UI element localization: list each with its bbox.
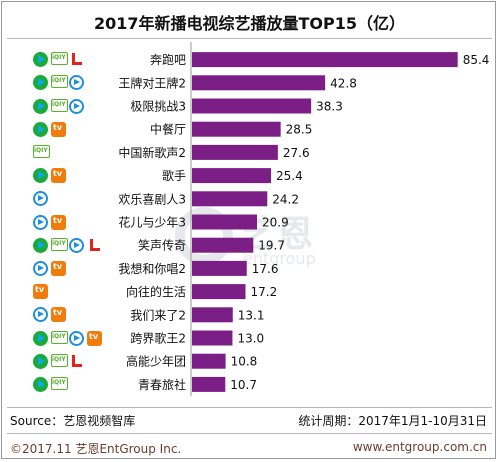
bar: [192, 98, 312, 114]
category-label: 中国新歌声2: [118, 145, 186, 160]
iqiyi-icon: [33, 144, 50, 158]
mango-icon: [51, 121, 66, 137]
bar: [192, 168, 272, 184]
bar-chart: 奔跑吧 85.4 王牌对王牌2 42.8 极限挑战3 38.3 中餐厅 28.5 中国新歌声2 2…: [118, 42, 490, 396]
value-label: 10.8: [231, 355, 258, 369]
bar: [192, 191, 268, 207]
tencent-icon: [33, 75, 48, 91]
bar: [192, 307, 233, 323]
value-label: 85.4: [463, 53, 490, 67]
youku-icon: [33, 191, 48, 207]
bar: [192, 330, 233, 346]
mango-icon: [51, 307, 66, 323]
value-label: 38.3: [316, 100, 343, 114]
category-label: 王牌对王牌2: [118, 76, 186, 90]
youku-icon: [33, 260, 48, 276]
category-label: 青春旅社: [138, 377, 186, 392]
period-note: 统计周期：2017年1月1-10月31日: [298, 414, 487, 428]
footer-divider-bottom: [7, 433, 492, 434]
category-label: 我想和你唱2: [118, 261, 186, 276]
value-label: 13.0: [237, 332, 264, 346]
iqiyi-icon: [51, 237, 68, 251]
copyright-text: ©2017.11 艺恩EntGroup Inc.: [10, 442, 182, 456]
value-label: 17.6: [252, 262, 279, 276]
bar: [192, 52, 458, 68]
bar: [192, 353, 226, 369]
letv-icon: [87, 238, 102, 253]
category-label: 向往的生活: [126, 284, 186, 299]
value-label: 24.2: [272, 192, 299, 206]
value-label: 13.1: [238, 308, 265, 322]
value-label: 19.7: [258, 239, 285, 253]
letv-icon: [69, 52, 84, 67]
tencent-icon: [33, 52, 48, 68]
category-label: 欢乐喜剧人3: [118, 191, 186, 206]
youku-icon: [69, 330, 84, 346]
tencent-icon: [33, 168, 48, 184]
category-label: 跨界歌王2: [130, 331, 186, 346]
category-label: 奔跑吧: [150, 53, 186, 67]
bar: [192, 284, 246, 300]
footer-divider-top: [7, 407, 492, 408]
youku-icon: [69, 98, 84, 114]
mango-icon: [33, 284, 48, 300]
category-label: 我们来了2: [130, 307, 186, 322]
website-link[interactable]: www.entgroup.com.cn: [352, 440, 487, 454]
iqiyi-icon: [51, 330, 68, 344]
bar: [192, 237, 254, 253]
bar: [192, 260, 247, 276]
value-label: 10.7: [230, 378, 257, 392]
value-label: 28.5: [286, 123, 313, 137]
bar: [192, 75, 326, 91]
value-label: 27.6: [283, 146, 310, 160]
value-label: 25.4: [276, 169, 303, 183]
iqiyi-icon: [51, 75, 68, 89]
tencent-icon: [33, 121, 48, 137]
tencent-icon: [33, 98, 48, 114]
bar: [192, 214, 258, 230]
youku-icon: [69, 237, 84, 253]
bar: [192, 121, 281, 137]
tencent-icon: [33, 330, 48, 346]
iqiyi-icon: [51, 52, 68, 66]
mango-icon: [51, 214, 66, 230]
iqiyi-icon: [51, 376, 68, 390]
iqiyi-icon: [51, 353, 68, 367]
title-divider: [7, 38, 492, 39]
category-label: 极限挑战3: [130, 100, 186, 114]
mango-icon: [51, 260, 66, 276]
tencent-icon: [33, 237, 48, 253]
value-label: 20.9: [262, 216, 289, 230]
mango-icon: [51, 168, 66, 184]
value-label: 17.2: [251, 285, 278, 299]
youku-icon: [33, 307, 48, 323]
mango-icon: [87, 330, 102, 346]
iqiyi-icon: [51, 98, 68, 112]
bar: [192, 376, 226, 392]
category-label: 高能少年团: [126, 354, 186, 369]
tencent-icon: [33, 353, 48, 369]
chart-title: 2017年新播电视综艺播放量TOP15（亿）: [93, 14, 406, 33]
tencent-icon: [33, 376, 48, 392]
category-label: 中餐厅: [150, 122, 186, 137]
letv-icon: [69, 354, 84, 369]
bar: [192, 144, 278, 160]
youku-icon: [33, 214, 48, 230]
source-note: Source：艺恩视频智库: [10, 414, 136, 428]
category-label: 歌手: [162, 168, 186, 183]
category-label: 笑声传奇: [138, 238, 186, 253]
category-label: 花儿与少年3: [118, 215, 186, 230]
value-label: 42.8: [330, 76, 357, 90]
youku-icon: [69, 75, 84, 91]
